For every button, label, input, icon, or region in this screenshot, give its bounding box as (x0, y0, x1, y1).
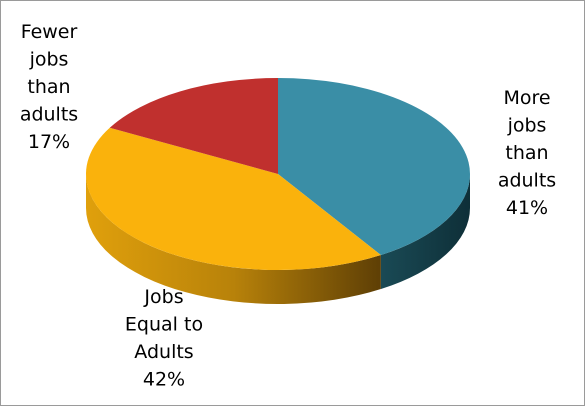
data-label-fewer-jobs: Fewer jobs than adults 17% (20, 21, 78, 153)
data-label-more-jobs: More jobs than adults 41% (498, 87, 556, 219)
pie-slice-equal-jobs (86, 127, 381, 270)
pie-side-more-jobs (380, 174, 470, 290)
pie-top (86, 78, 470, 270)
pie-side-equal-jobs (86, 174, 381, 304)
data-label-equal-jobs: Jobs Equal to Adults 42% (125, 286, 203, 391)
pie-slice-more-jobs (278, 78, 470, 256)
pie-depth (86, 174, 470, 304)
data-labels: More jobs than adults 41% Jobs Equal to Adults 4… (20, 21, 556, 391)
pie-slice-fewer-jobs (109, 78, 278, 174)
